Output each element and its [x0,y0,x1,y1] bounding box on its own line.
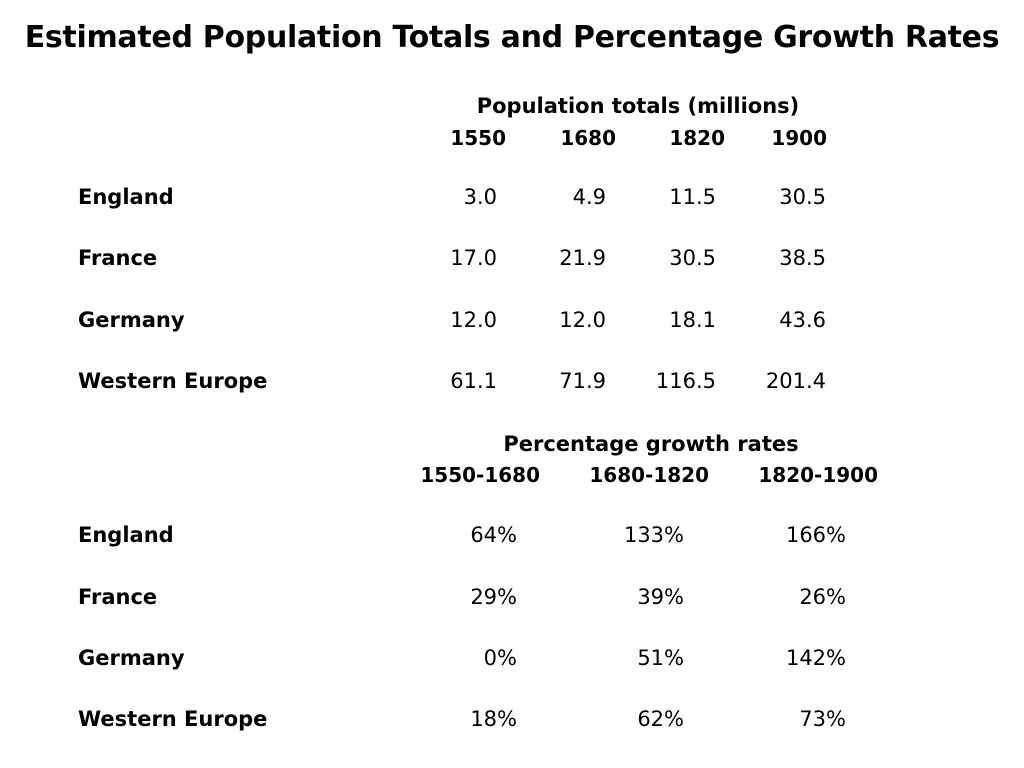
table-cell: 30.5 [779,185,826,209]
table-cell: 73% [799,707,846,731]
table-cell: 64% [470,523,517,547]
row-label: Western Europe [78,707,268,731]
row-label: England [78,185,174,209]
table-cell: 18% [470,707,517,731]
table-cell: 3.0 [463,185,497,209]
row-label: Western Europe [78,369,268,393]
table-cell: 133% [623,523,684,547]
table-cell: 51% [637,646,684,670]
population-col-header: 1900 [771,126,827,150]
table-cell: 62% [637,707,684,731]
table-cell: 0% [483,646,517,670]
table-cell: 38.5 [779,246,826,270]
row-label: England [78,523,174,547]
population-caption: Population totals (millions) [476,94,800,118]
population-col-header: 1680 [560,126,616,150]
row-label: Germany [78,308,185,332]
table-cell: 4.9 [572,185,606,209]
table-cell: 166% [785,523,846,547]
page-title: Estimated Population Totals and Percenta… [24,20,1000,55]
table-cell: 18.1 [669,308,716,332]
table-cell: 29% [470,585,517,609]
growth-col-header: 1550-1680 [420,463,540,487]
table-cell: 21.9 [559,246,606,270]
row-label: France [78,246,158,270]
growth-col-header: 1680-1820 [589,463,709,487]
table-cell: 17.0 [450,246,497,270]
table-cell: 43.6 [779,308,826,332]
table-cell: 39% [637,585,684,609]
row-label: Germany [78,646,185,670]
population-col-header: 1820 [669,126,725,150]
growth-col-header: 1820-1900 [758,463,878,487]
table-cell: 26% [799,585,846,609]
table-cell: 12.0 [559,308,606,332]
table-cell: 12.0 [450,308,497,332]
growth-caption: Percentage growth rates [503,432,799,456]
table-cell: 201.4 [765,369,826,393]
table-cell: 116.5 [655,369,716,393]
population-col-header: 1550 [450,126,506,150]
table-cell: 142% [785,646,846,670]
table-cell: 71.9 [559,369,606,393]
table-cell: 11.5 [669,185,716,209]
table-cell: 61.1 [450,369,497,393]
row-label: France [78,585,158,609]
table-cell: 30.5 [669,246,716,270]
